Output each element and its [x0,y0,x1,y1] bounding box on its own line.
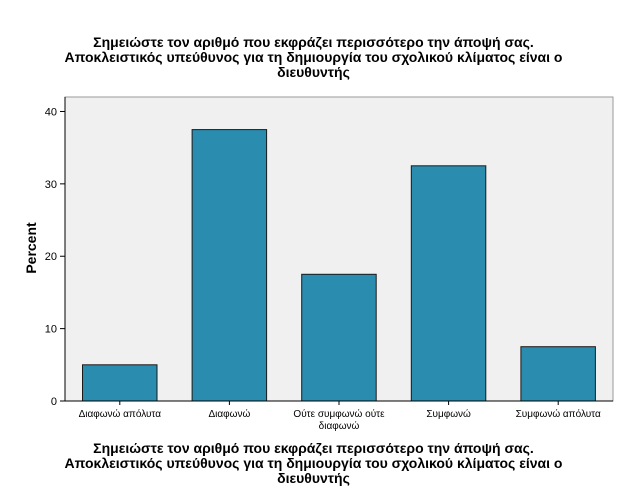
x-tick-label: Ούτε συμφωνώ ούτε [293,408,385,420]
y-tick-label: 20 [45,251,57,263]
x-tick-label: διαφωνώ [319,420,360,432]
chart-title-line: Αποκλειστικός υπεύθυνος για τη δημιουργί… [64,49,563,65]
y-tick-label: 40 [45,106,57,118]
chart-title-line: διευθυντής [277,64,350,80]
x-tick-label: Συμφωνώ [426,408,471,420]
x-axis-label-line: Αποκλειστικός υπεύθυνος για τη δημιουργί… [64,455,563,471]
chart-title-line: Σημειώστε τον αριθμό που εκφράζει περισσ… [93,34,534,50]
bar [520,346,596,402]
x-axis-label: Σημειώστε τον αριθμό που εκφράζει περισσ… [0,441,627,486]
bar [191,129,268,402]
bar [82,364,158,402]
x-tick-label: Διαφωνώ [209,408,251,420]
bar [410,165,487,402]
bar [301,273,377,402]
x-tick-label: Διαφωνώ απόλυτα [79,408,162,420]
y-tick-label: 30 [45,179,57,191]
y-tick-label: 0 [51,396,57,408]
y-tick-label: 10 [45,324,57,336]
chart-title: Σημειώστε τον αριθμό που εκφράζει περισσ… [0,35,627,80]
x-axis-label-line: διευθυντής [277,470,350,486]
x-axis-label-line: Σημειώστε τον αριθμό που εκφράζει περισσ… [93,440,534,456]
x-tick-label: Συμφωνώ απόλυτα [516,408,601,420]
